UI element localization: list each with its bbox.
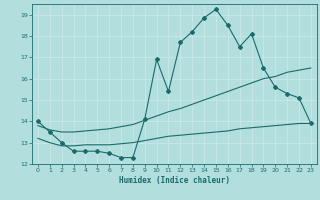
X-axis label: Humidex (Indice chaleur): Humidex (Indice chaleur): [119, 176, 230, 185]
